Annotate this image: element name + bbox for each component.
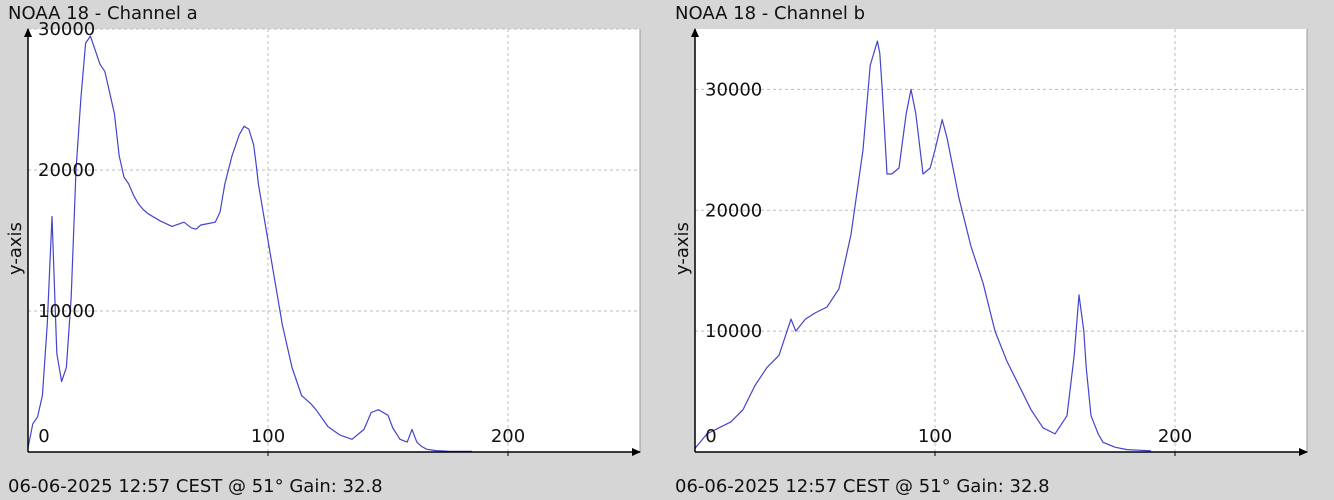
x-tick-label: 200 [491,426,525,447]
y-axis-label: y-axis [5,222,26,275]
x-tick-label: 100 [251,426,285,447]
plot-area [695,29,1307,452]
x-tick-label: 200 [1158,426,1192,447]
y-tick-label: 10000 [705,321,762,342]
chart-b-plot: 0 100 200 10000 20000 30000 y-axis [672,28,1308,456]
chart-a-plot: 0 100 200 10000 20000 30000 y-axis [5,19,641,456]
y-axis-arrow [24,28,32,37]
y-tick-label: 30000 [38,19,95,40]
y-tick-label: 20000 [705,200,762,221]
chart-a-title: NOAA 18 - Channel a [8,3,198,24]
x-tick-label: 0 [38,426,49,447]
y-tick-label: 10000 [38,301,95,322]
y-tick-label: 30000 [705,79,762,100]
chart-panel-a: 0 100 200 10000 20000 30000 y-axis NOAA 18 - C… [5,3,641,497]
x-axis-arrow [632,448,641,456]
y-tick-label: 20000 [38,160,95,181]
x-axis-arrow [1299,448,1308,456]
chart-a-footer: 06-06-2025 12:57 CEST @ 51° Gain: 32.8 [8,476,383,497]
chart-b-footer: 06-06-2025 12:57 CEST @ 51° Gain: 32.8 [675,476,1050,497]
chart-panel-b: 0 100 200 10000 20000 30000 y-axis NOAA 18 - C… [667,0,1334,500]
y-axis-label: y-axis [672,222,693,275]
series-line [694,40,1152,452]
x-tick-label: 100 [918,426,952,447]
x-tick-label: 0 [705,426,716,447]
plot-area [28,29,640,452]
y-axis-arrow [691,28,699,37]
series-line [27,35,473,452]
chart-b-title: NOAA 18 - Channel b [675,3,866,24]
